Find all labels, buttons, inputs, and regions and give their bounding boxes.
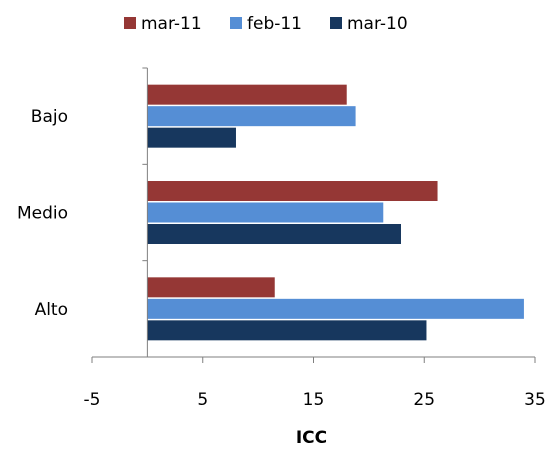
bar-medio-mar-11 bbox=[147, 181, 438, 201]
bars bbox=[147, 84, 524, 341]
x-tick-label: 35 bbox=[524, 390, 546, 410]
legend-swatch-mar-10 bbox=[330, 17, 342, 29]
legend-swatch-mar-11 bbox=[124, 17, 136, 29]
bar-bajo-mar-10 bbox=[147, 127, 236, 148]
bar-bajo-feb-11 bbox=[147, 106, 356, 127]
x-tick-label: 15 bbox=[303, 390, 325, 410]
legend-label-mar-10: mar-10 bbox=[347, 14, 408, 34]
x-tick-label: 25 bbox=[413, 390, 435, 410]
legend: mar-11 feb-11 mar-10 bbox=[124, 14, 408, 34]
x-tick-label: 5 bbox=[197, 390, 208, 410]
legend-label-mar-11: mar-11 bbox=[141, 14, 202, 34]
bar-alto-mar-10 bbox=[147, 320, 427, 341]
bar-medio-feb-11 bbox=[147, 202, 384, 223]
bar-alto-mar-11 bbox=[147, 277, 275, 298]
legend-label-feb-11: feb-11 bbox=[247, 14, 302, 34]
x-tick-label: -5 bbox=[84, 390, 101, 410]
ticks: Bajo Medio Alto -5 5 15 25 35 bbox=[17, 67, 546, 410]
bar-bajo-mar-11 bbox=[147, 84, 347, 105]
bar-medio-mar-10 bbox=[147, 224, 401, 244]
category-label-alto: Alto bbox=[35, 300, 68, 320]
bar-alto-feb-11 bbox=[147, 298, 524, 319]
legend-swatch-feb-11 bbox=[230, 17, 242, 29]
category-label-medio: Medio bbox=[17, 204, 68, 224]
x-axis-title: ICC bbox=[296, 428, 327, 448]
category-label-bajo: Bajo bbox=[31, 107, 68, 127]
